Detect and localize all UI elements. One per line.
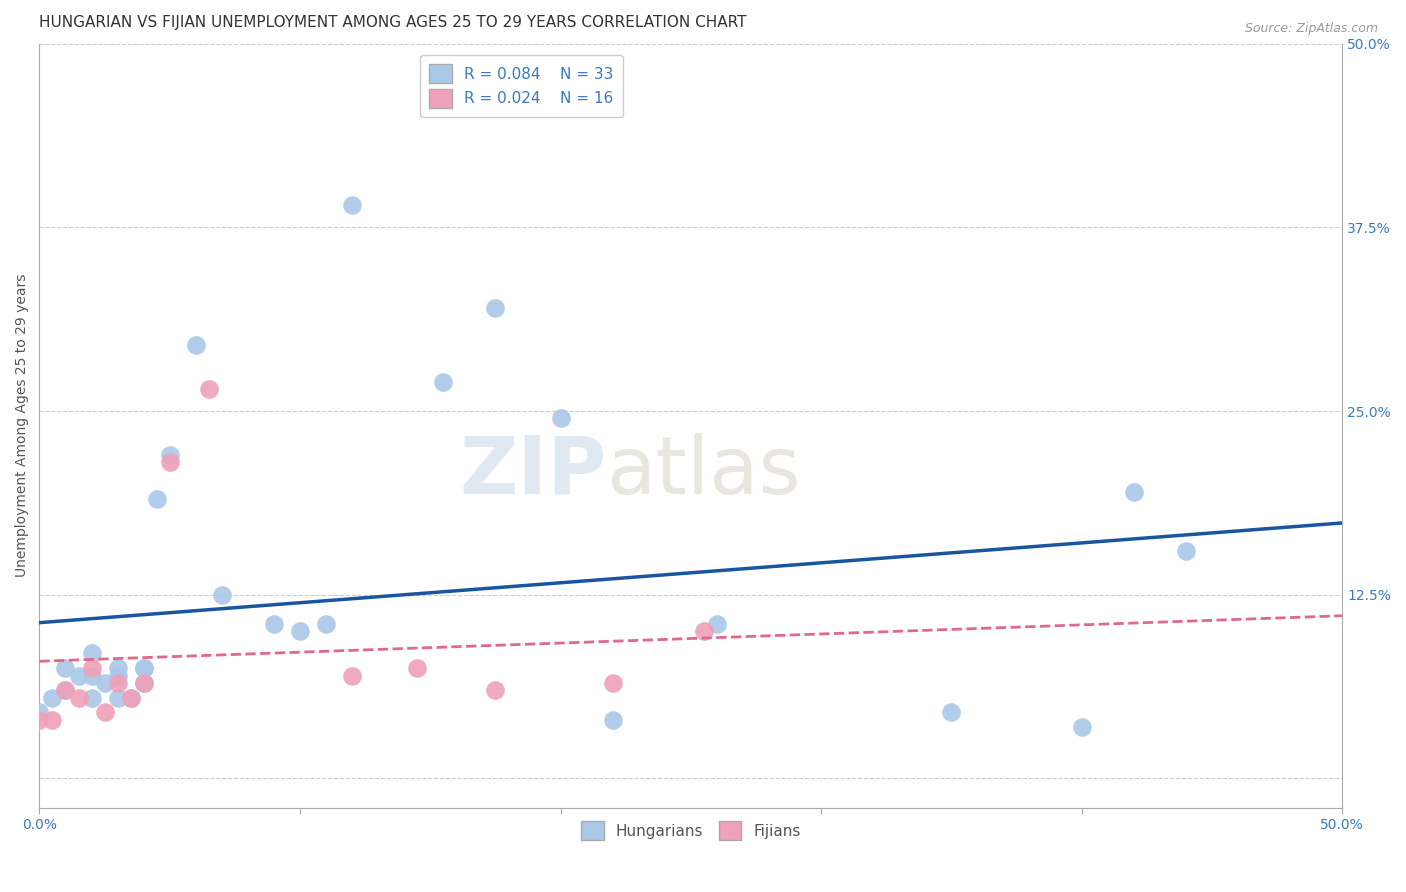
Point	[184, 338, 207, 352]
Point	[28, 705, 51, 719]
Point	[41, 713, 63, 727]
Point	[315, 617, 337, 632]
Point	[602, 713, 624, 727]
Point	[484, 683, 506, 698]
Point	[67, 690, 90, 705]
Text: atlas: atlas	[606, 433, 800, 510]
Point	[107, 690, 129, 705]
Point	[197, 382, 219, 396]
Point	[80, 647, 103, 661]
Text: ZIP: ZIP	[458, 433, 606, 510]
Point	[432, 375, 454, 389]
Point	[159, 448, 181, 462]
Point	[80, 668, 103, 682]
Text: Source: ZipAtlas.com: Source: ZipAtlas.com	[1244, 22, 1378, 36]
Point	[80, 661, 103, 675]
Point	[406, 661, 429, 675]
Point	[41, 690, 63, 705]
Point	[132, 676, 155, 690]
Point	[107, 668, 129, 682]
Point	[120, 690, 142, 705]
Point	[340, 198, 363, 212]
Point	[55, 683, 77, 698]
Point	[484, 301, 506, 315]
Point	[132, 676, 155, 690]
Point	[107, 661, 129, 675]
Legend: Hungarians, Fijians: Hungarians, Fijians	[575, 815, 807, 846]
Point	[211, 588, 233, 602]
Point	[67, 668, 90, 682]
Point	[132, 661, 155, 675]
Point	[159, 455, 181, 469]
Point	[28, 713, 51, 727]
Point	[93, 705, 115, 719]
Point	[1122, 484, 1144, 499]
Point	[340, 668, 363, 682]
Point	[145, 492, 167, 507]
Point	[120, 690, 142, 705]
Point	[55, 683, 77, 698]
Y-axis label: Unemployment Among Ages 25 to 29 years: Unemployment Among Ages 25 to 29 years	[15, 274, 30, 577]
Point	[602, 676, 624, 690]
Point	[107, 676, 129, 690]
Point	[941, 705, 963, 719]
Point	[93, 676, 115, 690]
Point	[1174, 543, 1197, 558]
Point	[263, 617, 285, 632]
Point	[1070, 720, 1092, 734]
Point	[55, 661, 77, 675]
Point	[80, 690, 103, 705]
Point	[288, 624, 311, 639]
Point	[550, 411, 572, 425]
Point	[693, 624, 716, 639]
Point	[706, 617, 728, 632]
Point	[132, 661, 155, 675]
Text: HUNGARIAN VS FIJIAN UNEMPLOYMENT AMONG AGES 25 TO 29 YEARS CORRELATION CHART: HUNGARIAN VS FIJIAN UNEMPLOYMENT AMONG A…	[39, 15, 747, 30]
